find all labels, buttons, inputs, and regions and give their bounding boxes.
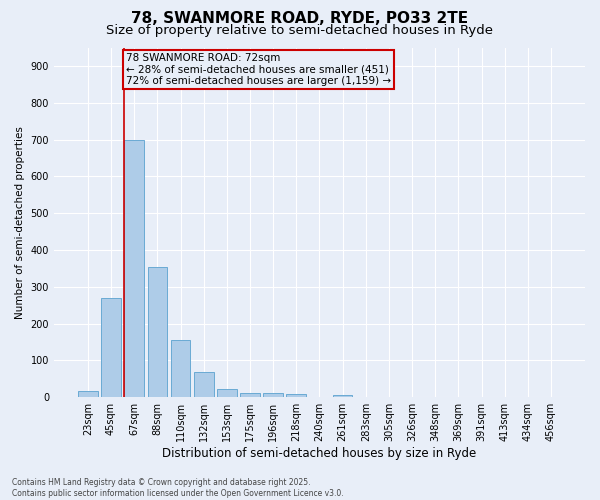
Bar bbox=[240, 393, 260, 397]
Bar bbox=[286, 394, 306, 397]
Bar bbox=[124, 140, 144, 397]
Bar bbox=[170, 340, 190, 397]
Text: Contains HM Land Registry data © Crown copyright and database right 2025.
Contai: Contains HM Land Registry data © Crown c… bbox=[12, 478, 344, 498]
Text: 78, SWANMORE ROAD, RYDE, PO33 2TE: 78, SWANMORE ROAD, RYDE, PO33 2TE bbox=[131, 11, 469, 26]
Bar bbox=[78, 390, 98, 397]
Bar bbox=[194, 372, 214, 397]
Text: 78 SWANMORE ROAD: 72sqm
← 28% of semi-detached houses are smaller (451)
72% of s: 78 SWANMORE ROAD: 72sqm ← 28% of semi-de… bbox=[126, 53, 391, 86]
Bar bbox=[333, 395, 352, 397]
Bar bbox=[217, 389, 236, 397]
Y-axis label: Number of semi-detached properties: Number of semi-detached properties bbox=[15, 126, 25, 319]
Text: Size of property relative to semi-detached houses in Ryde: Size of property relative to semi-detach… bbox=[107, 24, 493, 37]
X-axis label: Distribution of semi-detached houses by size in Ryde: Distribution of semi-detached houses by … bbox=[163, 447, 476, 460]
Bar bbox=[148, 266, 167, 397]
Bar bbox=[101, 298, 121, 397]
Bar bbox=[263, 393, 283, 397]
